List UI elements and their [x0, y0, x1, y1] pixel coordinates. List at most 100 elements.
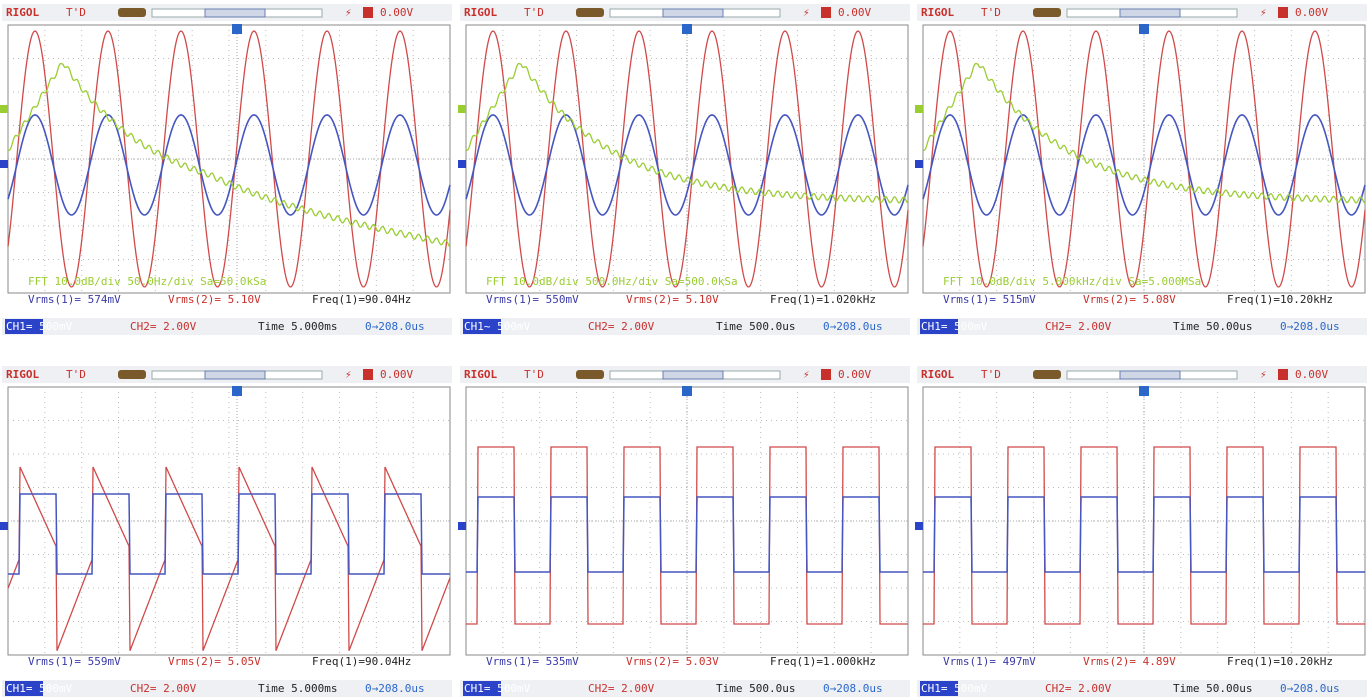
- time-offset: 0→208.0us: [823, 320, 883, 333]
- trigger-edge-icon: ⚡: [803, 6, 810, 19]
- ch1-marker: [915, 522, 923, 530]
- measurement: Freq(1)=90.04Hz: [312, 655, 411, 668]
- ch1-marker: [458, 522, 466, 530]
- measurement: Vrms(1)= 535mV: [486, 655, 579, 668]
- trigger-status: T'D: [981, 6, 1001, 19]
- scope-panel: RIGOL T'D ⚡ 0.00V Vrms(1)= 535mV Vrms(2)= 5.0…: [458, 366, 910, 697]
- trigger-status: T'D: [981, 368, 1001, 381]
- fft-marker: [0, 105, 8, 113]
- trigger-pos-marker: [682, 24, 692, 34]
- fft-label: FFT 10.0dB/div 500.0Hz/div Sa=500.0kSa: [486, 275, 738, 288]
- brand: RIGOL: [6, 368, 39, 381]
- ch1-scale: CH1= 500mV: [464, 682, 531, 695]
- battery-icon: [118, 370, 146, 379]
- measurement: Vrms(2)= 5.05V: [168, 655, 261, 668]
- scope-captures: RIGOLT'D⚡0.00VFFT 10.0dB/div 50.0Hz/div …: [0, 0, 1370, 698]
- timebase: Time 500.0us: [716, 320, 795, 333]
- ch1-scale: CH1~ 500mV: [464, 320, 531, 333]
- trigger-source-icon: [1278, 369, 1288, 380]
- measurement: Vrms(2)= 5.03V: [626, 655, 719, 668]
- brand: RIGOL: [464, 368, 497, 381]
- measurement: Freq(1)=10.20kHz: [1227, 655, 1333, 668]
- measurement: Vrms(1)= 559mV: [28, 655, 121, 668]
- timebase: Time 5.000ms: [258, 682, 337, 695]
- brand: RIGOL: [921, 6, 954, 19]
- trigger-level: 0.00V: [838, 368, 871, 381]
- trigger-level: 0.00V: [380, 6, 413, 19]
- trigger-edge-icon: ⚡: [1260, 6, 1267, 19]
- ch1-scale: CH1= 500mV: [921, 320, 988, 333]
- ch1-marker: [0, 160, 8, 168]
- ch1-marker: [0, 522, 8, 530]
- fft-marker: [915, 105, 923, 113]
- measurement: Freq(1)=1.000kHz: [770, 655, 876, 668]
- ch1-scale: CH1= 500mV: [921, 682, 988, 695]
- time-offset: 0→208.0us: [1280, 320, 1340, 333]
- battery-icon: [1033, 8, 1061, 17]
- battery-icon: [118, 8, 146, 17]
- trigger-source-icon: [1278, 7, 1288, 18]
- trigger-source-icon: [821, 369, 831, 380]
- ch2-scale: CH2= 2.00V: [588, 320, 655, 333]
- trigger-status: T'D: [524, 6, 544, 19]
- trigger-edge-icon: ⚡: [345, 368, 352, 381]
- ch1-scale: CH1= 500mV: [6, 320, 73, 333]
- battery-icon: [576, 370, 604, 379]
- trigger-level: 0.00V: [380, 368, 413, 381]
- ch2-scale: CH2= 2.00V: [1045, 320, 1112, 333]
- trigger-status: T'D: [66, 6, 86, 19]
- battery-icon: [1033, 370, 1061, 379]
- trigger-pos-marker: [1139, 386, 1149, 396]
- time-offset: 0→208.0us: [823, 682, 883, 695]
- measurement: Vrms(2)= 5.10V: [626, 293, 719, 306]
- measurement: Vrms(1)= 515mV: [943, 293, 1036, 306]
- timebase: Time 500.0us: [716, 682, 795, 695]
- scope-panel: RIGOL T'D ⚡ 0.00V FFT 10.0dB/div 500.0Hz/div…: [458, 4, 910, 335]
- ch2-scale: CH2= 2.00V: [130, 320, 197, 333]
- trigger-status: T'D: [524, 368, 544, 381]
- timebase: Time 50.00us: [1173, 682, 1252, 695]
- ch2-scale: CH2= 2.00V: [130, 682, 197, 695]
- trigger-source-icon: [821, 7, 831, 18]
- ch2-scale: CH2= 2.00V: [1045, 682, 1112, 695]
- measurement: Freq(1)=10.20kHz: [1227, 293, 1333, 306]
- fft-label: FFT 10.0dB/div 5.000kHz/div Sa=5.000MSa: [943, 275, 1201, 288]
- time-offset: 0→208.0us: [365, 682, 425, 695]
- trigger-level: 0.00V: [838, 6, 871, 19]
- measurement: Vrms(1)= 574mV: [28, 293, 121, 306]
- timebase: Time 50.00us: [1173, 320, 1252, 333]
- trigger-status: T'D: [66, 368, 86, 381]
- trigger-source-icon: [363, 369, 373, 380]
- measurement: Vrms(2)= 5.10V: [168, 293, 261, 306]
- ch1-marker: [915, 160, 923, 168]
- trigger-pos-marker: [232, 24, 242, 34]
- fft-marker: [458, 105, 466, 113]
- time-offset: 0→208.0us: [365, 320, 425, 333]
- window-indicator: [1120, 9, 1180, 17]
- trigger-source-icon: [363, 7, 373, 18]
- ch2-scale: CH2= 2.00V: [588, 682, 655, 695]
- trigger-pos-marker: [232, 386, 242, 396]
- brand: RIGOL: [921, 368, 954, 381]
- measurement: Freq(1)=1.020kHz: [770, 293, 876, 306]
- trigger-edge-icon: ⚡: [345, 6, 352, 19]
- scope-panel: RIGOL T'D ⚡ 0.00V Vrms(1)= 559mV Vrms(2)= 5.0…: [0, 366, 452, 697]
- window-indicator: [205, 9, 265, 17]
- measurement: Vrms(2)= 4.89V: [1083, 655, 1176, 668]
- window-indicator: [1120, 371, 1180, 379]
- ch1-scale: CH1= 500mV: [6, 682, 73, 695]
- trigger-pos-marker: [1139, 24, 1149, 34]
- trigger-edge-icon: ⚡: [803, 368, 810, 381]
- window-indicator: [663, 9, 723, 17]
- trigger-level: 0.00V: [1295, 368, 1328, 381]
- time-offset: 0→208.0us: [1280, 682, 1340, 695]
- measurement: Freq(1)=90.04Hz: [312, 293, 411, 306]
- trigger-pos-marker: [682, 386, 692, 396]
- brand: RIGOL: [6, 6, 39, 19]
- window-indicator: [205, 371, 265, 379]
- brand: RIGOL: [464, 6, 497, 19]
- window-indicator: [663, 371, 723, 379]
